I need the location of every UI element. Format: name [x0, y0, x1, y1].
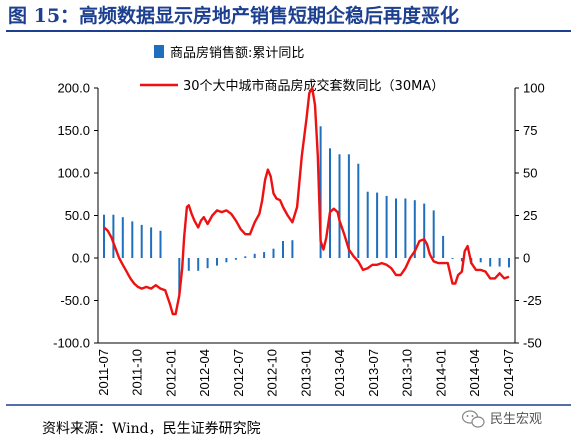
- bar: [121, 217, 124, 258]
- bar: [376, 192, 379, 258]
- bar: [413, 200, 416, 258]
- x-tick-label: 2011-07: [96, 349, 111, 396]
- bar: [489, 258, 492, 267]
- left-tick-label: 0.0: [72, 251, 90, 266]
- x-tick-label: 2012-04: [197, 349, 212, 397]
- bar: [291, 240, 294, 258]
- legend-bar-swatch: [154, 45, 164, 58]
- bar: [460, 258, 463, 262]
- bar: [112, 214, 115, 258]
- left-axis-ticks: 200.0 150.0 100.0 50.0 0.0 -50.0 -100.0: [53, 81, 98, 351]
- legend: 商品房销售额:累计同比 30个大中城市商品房成交套数同比（30MA）: [140, 45, 444, 94]
- left-tick-label: 150.0: [57, 123, 90, 138]
- bar: [225, 258, 228, 263]
- x-tick-label: 2013-07: [366, 349, 381, 397]
- bar: [272, 248, 275, 258]
- figure-title: 图 15：高频数据显示房地产销售短期企稳后再度恶化: [8, 4, 459, 27]
- bar: [319, 126, 322, 259]
- bar: [404, 198, 407, 258]
- bar: [178, 258, 181, 294]
- bar: [159, 230, 162, 258]
- bar: [385, 195, 388, 258]
- x-tick-label: 2013-04: [332, 349, 347, 397]
- x-tick-label: 2011-10: [130, 349, 145, 396]
- legend-line-label: 30个大中城市商品房成交套数同比（30MA）: [183, 78, 444, 94]
- bar: [451, 258, 454, 259]
- x-tick-label: 2014-01: [434, 349, 449, 397]
- plot-area: 200.0 150.0 100.0 50.0 0.0 -50.0 -100.0 100 75 5…: [53, 81, 545, 397]
- bar: [234, 258, 237, 260]
- wechat-icon: [461, 410, 485, 428]
- x-axis-ticks: 2011-07 2011-10 2012-01 2012-04 2012-07 2012-…: [96, 349, 516, 397]
- x-tick-label: 2012-01: [164, 349, 179, 397]
- bar: [131, 221, 134, 258]
- left-tick-label: -100.0: [53, 336, 90, 351]
- watermark: 民生宏观: [461, 410, 542, 428]
- bar: [329, 148, 331, 258]
- watermark-text: 民生宏观: [490, 412, 542, 427]
- bar: [347, 154, 350, 258]
- bar: [498, 258, 501, 267]
- x-tick-label: 2014-07: [501, 349, 516, 397]
- x-tick-label: 2013-10: [400, 349, 415, 397]
- bar: [357, 163, 360, 258]
- bar: [253, 253, 256, 259]
- bar-series: [103, 126, 510, 294]
- x-tick-label: 2013-01: [299, 349, 314, 397]
- left-tick-label: 100.0: [57, 166, 90, 181]
- left-tick-label: -50.0: [60, 293, 90, 308]
- bar: [479, 258, 482, 263]
- bar: [244, 256, 247, 258]
- x-tick-label: 2012-07: [231, 349, 246, 397]
- x-tick-label: 2014-04: [467, 349, 482, 397]
- line-series: [103, 86, 510, 316]
- bar: [395, 198, 397, 258]
- right-tick-label: -50: [523, 336, 542, 351]
- bar: [442, 235, 445, 258]
- bar: [338, 154, 341, 258]
- x-tick-label: 2012-10: [265, 349, 280, 397]
- left-tick-label: 50.0: [65, 208, 90, 223]
- bar: [432, 210, 435, 258]
- legend-bar-label: 商品房销售额:累计同比: [170, 45, 304, 61]
- right-tick-label: 75: [523, 123, 537, 138]
- bar: [508, 258, 510, 268]
- left-tick-label: 200.0: [57, 81, 90, 96]
- source-note: 资料来源：Wind，民生证券研究院: [42, 421, 261, 437]
- bar: [187, 258, 190, 271]
- bar: [216, 258, 218, 266]
- bar: [263, 252, 266, 258]
- right-tick-label: 50: [523, 166, 537, 181]
- bar: [366, 191, 369, 258]
- bar: [150, 227, 153, 258]
- bar: [103, 214, 105, 258]
- bar: [423, 203, 426, 258]
- right-tick-label: -25: [523, 293, 542, 308]
- bar: [140, 224, 143, 258]
- bar: [282, 241, 284, 258]
- bar: [197, 258, 200, 271]
- right-tick-label: 25: [523, 208, 537, 223]
- bar: [206, 258, 209, 269]
- right-tick-label: 0: [523, 251, 530, 266]
- right-axis-ticks: 100 75 50 25 0 -25 -50: [515, 81, 545, 351]
- right-tick-label: 100: [523, 81, 545, 96]
